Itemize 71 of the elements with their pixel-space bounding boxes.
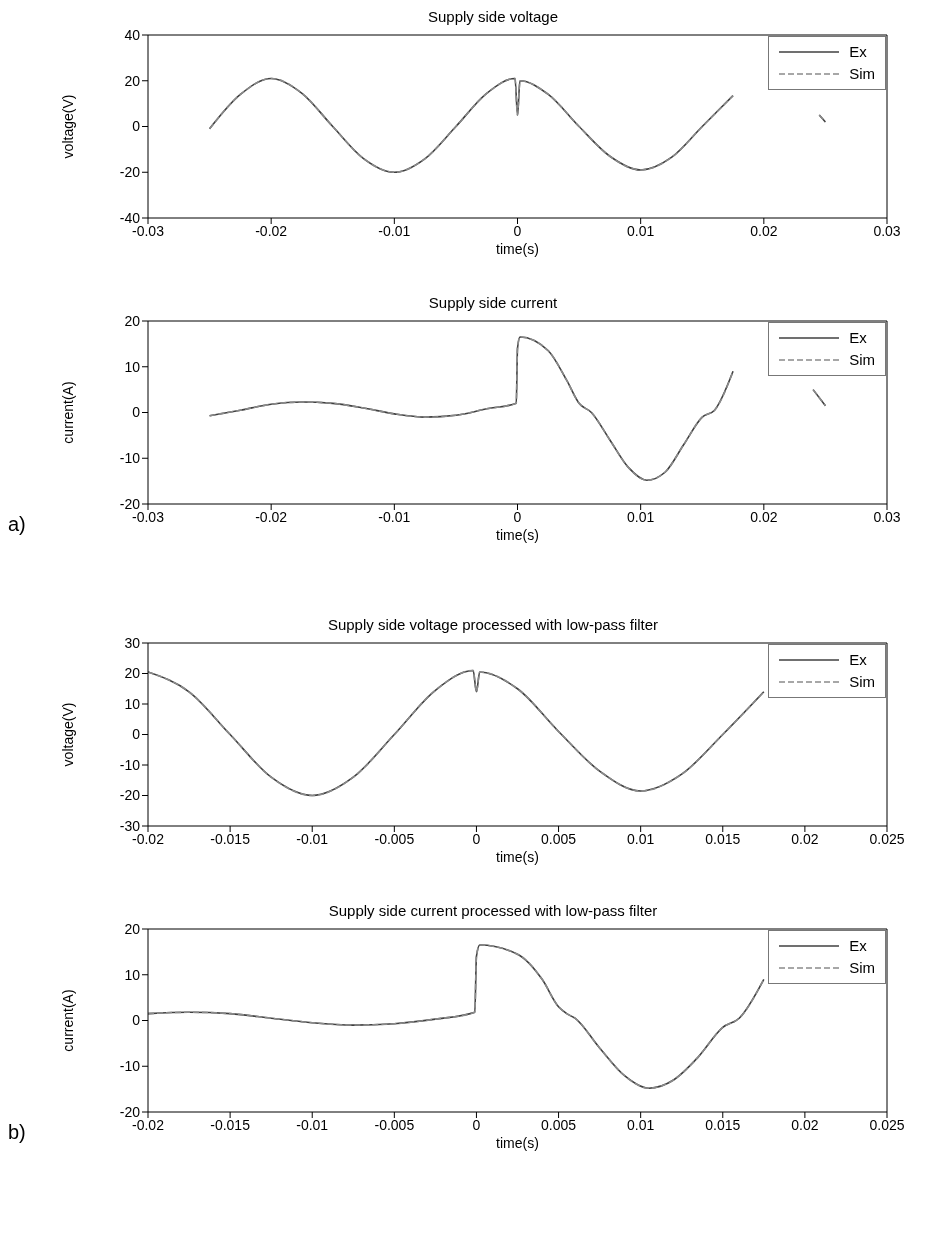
y-tick-label: 20 — [124, 920, 141, 937]
x-tick-label: -0.01 — [296, 1116, 329, 1133]
x-tick-label: -0.005 — [374, 830, 415, 847]
legend-label: Sim — [849, 64, 875, 84]
x-tick-label: 0 — [472, 1116, 481, 1133]
y-tick-label: -10 — [119, 756, 141, 773]
x-tick-label: -0.015 — [210, 1116, 251, 1133]
chart-title: Supply side voltage — [426, 8, 560, 27]
y-tick-label: 0 — [132, 726, 141, 743]
x-tick-label: 0.03 — [873, 508, 901, 525]
x-tick-label: 0.03 — [873, 222, 901, 239]
y-tick-label: 40 — [124, 26, 141, 43]
x-tick-label: 0.01 — [627, 830, 655, 847]
y-axis-title: voltage(V) — [59, 702, 76, 767]
text: a) — [8, 513, 26, 536]
y-axis-title: voltage(V) — [59, 94, 76, 159]
x-tick-label: 0.01 — [627, 508, 655, 525]
y-tick-label: -10 — [119, 1058, 141, 1075]
x-tick-label: 0.02 — [750, 508, 778, 525]
x-tick-label: 0.005 — [541, 1116, 577, 1133]
x-tick-label: 0.02 — [791, 1116, 819, 1133]
x-tick-label: 0 — [472, 830, 481, 847]
x-tick-label: -0.01 — [378, 508, 411, 525]
x-tick-label: -0.01 — [296, 830, 329, 847]
legend-label: Ex — [849, 650, 867, 670]
y-tick-label: -20 — [119, 164, 141, 181]
legend-label: Sim — [849, 672, 875, 692]
x-tick-label: -0.01 — [378, 222, 411, 239]
y-tick-label: -20 — [119, 787, 141, 804]
x-tick-label: -0.015 — [210, 830, 251, 847]
x-tick-label: -0.02 — [255, 222, 288, 239]
y-tick-label: 0 — [132, 1012, 141, 1029]
legend-label: Ex — [849, 936, 867, 956]
x-tick-label: 0.015 — [705, 830, 741, 847]
x-tick-label: 0.015 — [705, 1116, 741, 1133]
x-tick-label: 0.01 — [627, 222, 655, 239]
y-tick-label: 20 — [124, 72, 141, 89]
y-tick-label: 20 — [124, 312, 141, 329]
y-tick-label: 10 — [124, 358, 141, 375]
chart-title: Supply side voltage processed with low-pass filter — [326, 616, 660, 635]
line-series — [148, 669, 765, 797]
legend-label: Ex — [849, 42, 867, 62]
x-tick-label: 0.02 — [791, 830, 819, 847]
x-tick-label: 0 — [513, 222, 522, 239]
y-axis-title: current(A) — [59, 381, 76, 444]
legend-label: Ex — [849, 328, 867, 348]
x-tick-label: 0.005 — [541, 830, 577, 847]
text: b) — [8, 1121, 26, 1144]
x-tick-label: -0.005 — [374, 1116, 415, 1133]
x-axis-title: time(s) — [496, 849, 539, 865]
x-tick-label: -0.02 — [255, 508, 288, 525]
y-tick-label: -10 — [119, 450, 141, 467]
y-tick-label: 0 — [132, 118, 141, 135]
legend-label: Sim — [849, 350, 875, 370]
x-tick-label: 0.01 — [627, 1116, 655, 1133]
x-tick-label: 0.025 — [869, 1116, 905, 1133]
chart-title: Supply side current processed with low-pass filter — [327, 902, 659, 921]
chart-title: Supply side current — [427, 294, 559, 313]
x-axis-title: time(s) — [496, 527, 539, 543]
y-axis-title: current(A) — [59, 989, 76, 1052]
x-tick-label: 0.02 — [750, 222, 778, 239]
y-tick-label: 20 — [124, 665, 141, 682]
legend-label: Sim — [849, 958, 875, 978]
x-tick-label: 0 — [513, 508, 522, 525]
x-axis-title: time(s) — [496, 241, 539, 257]
x-axis-title: time(s) — [496, 1135, 539, 1151]
y-tick-label: 10 — [124, 695, 141, 712]
y-tick-label: 0 — [132, 404, 141, 421]
y-tick-label: 30 — [124, 634, 141, 651]
y-tick-label: 10 — [124, 966, 141, 983]
x-tick-label: 0.025 — [869, 830, 905, 847]
